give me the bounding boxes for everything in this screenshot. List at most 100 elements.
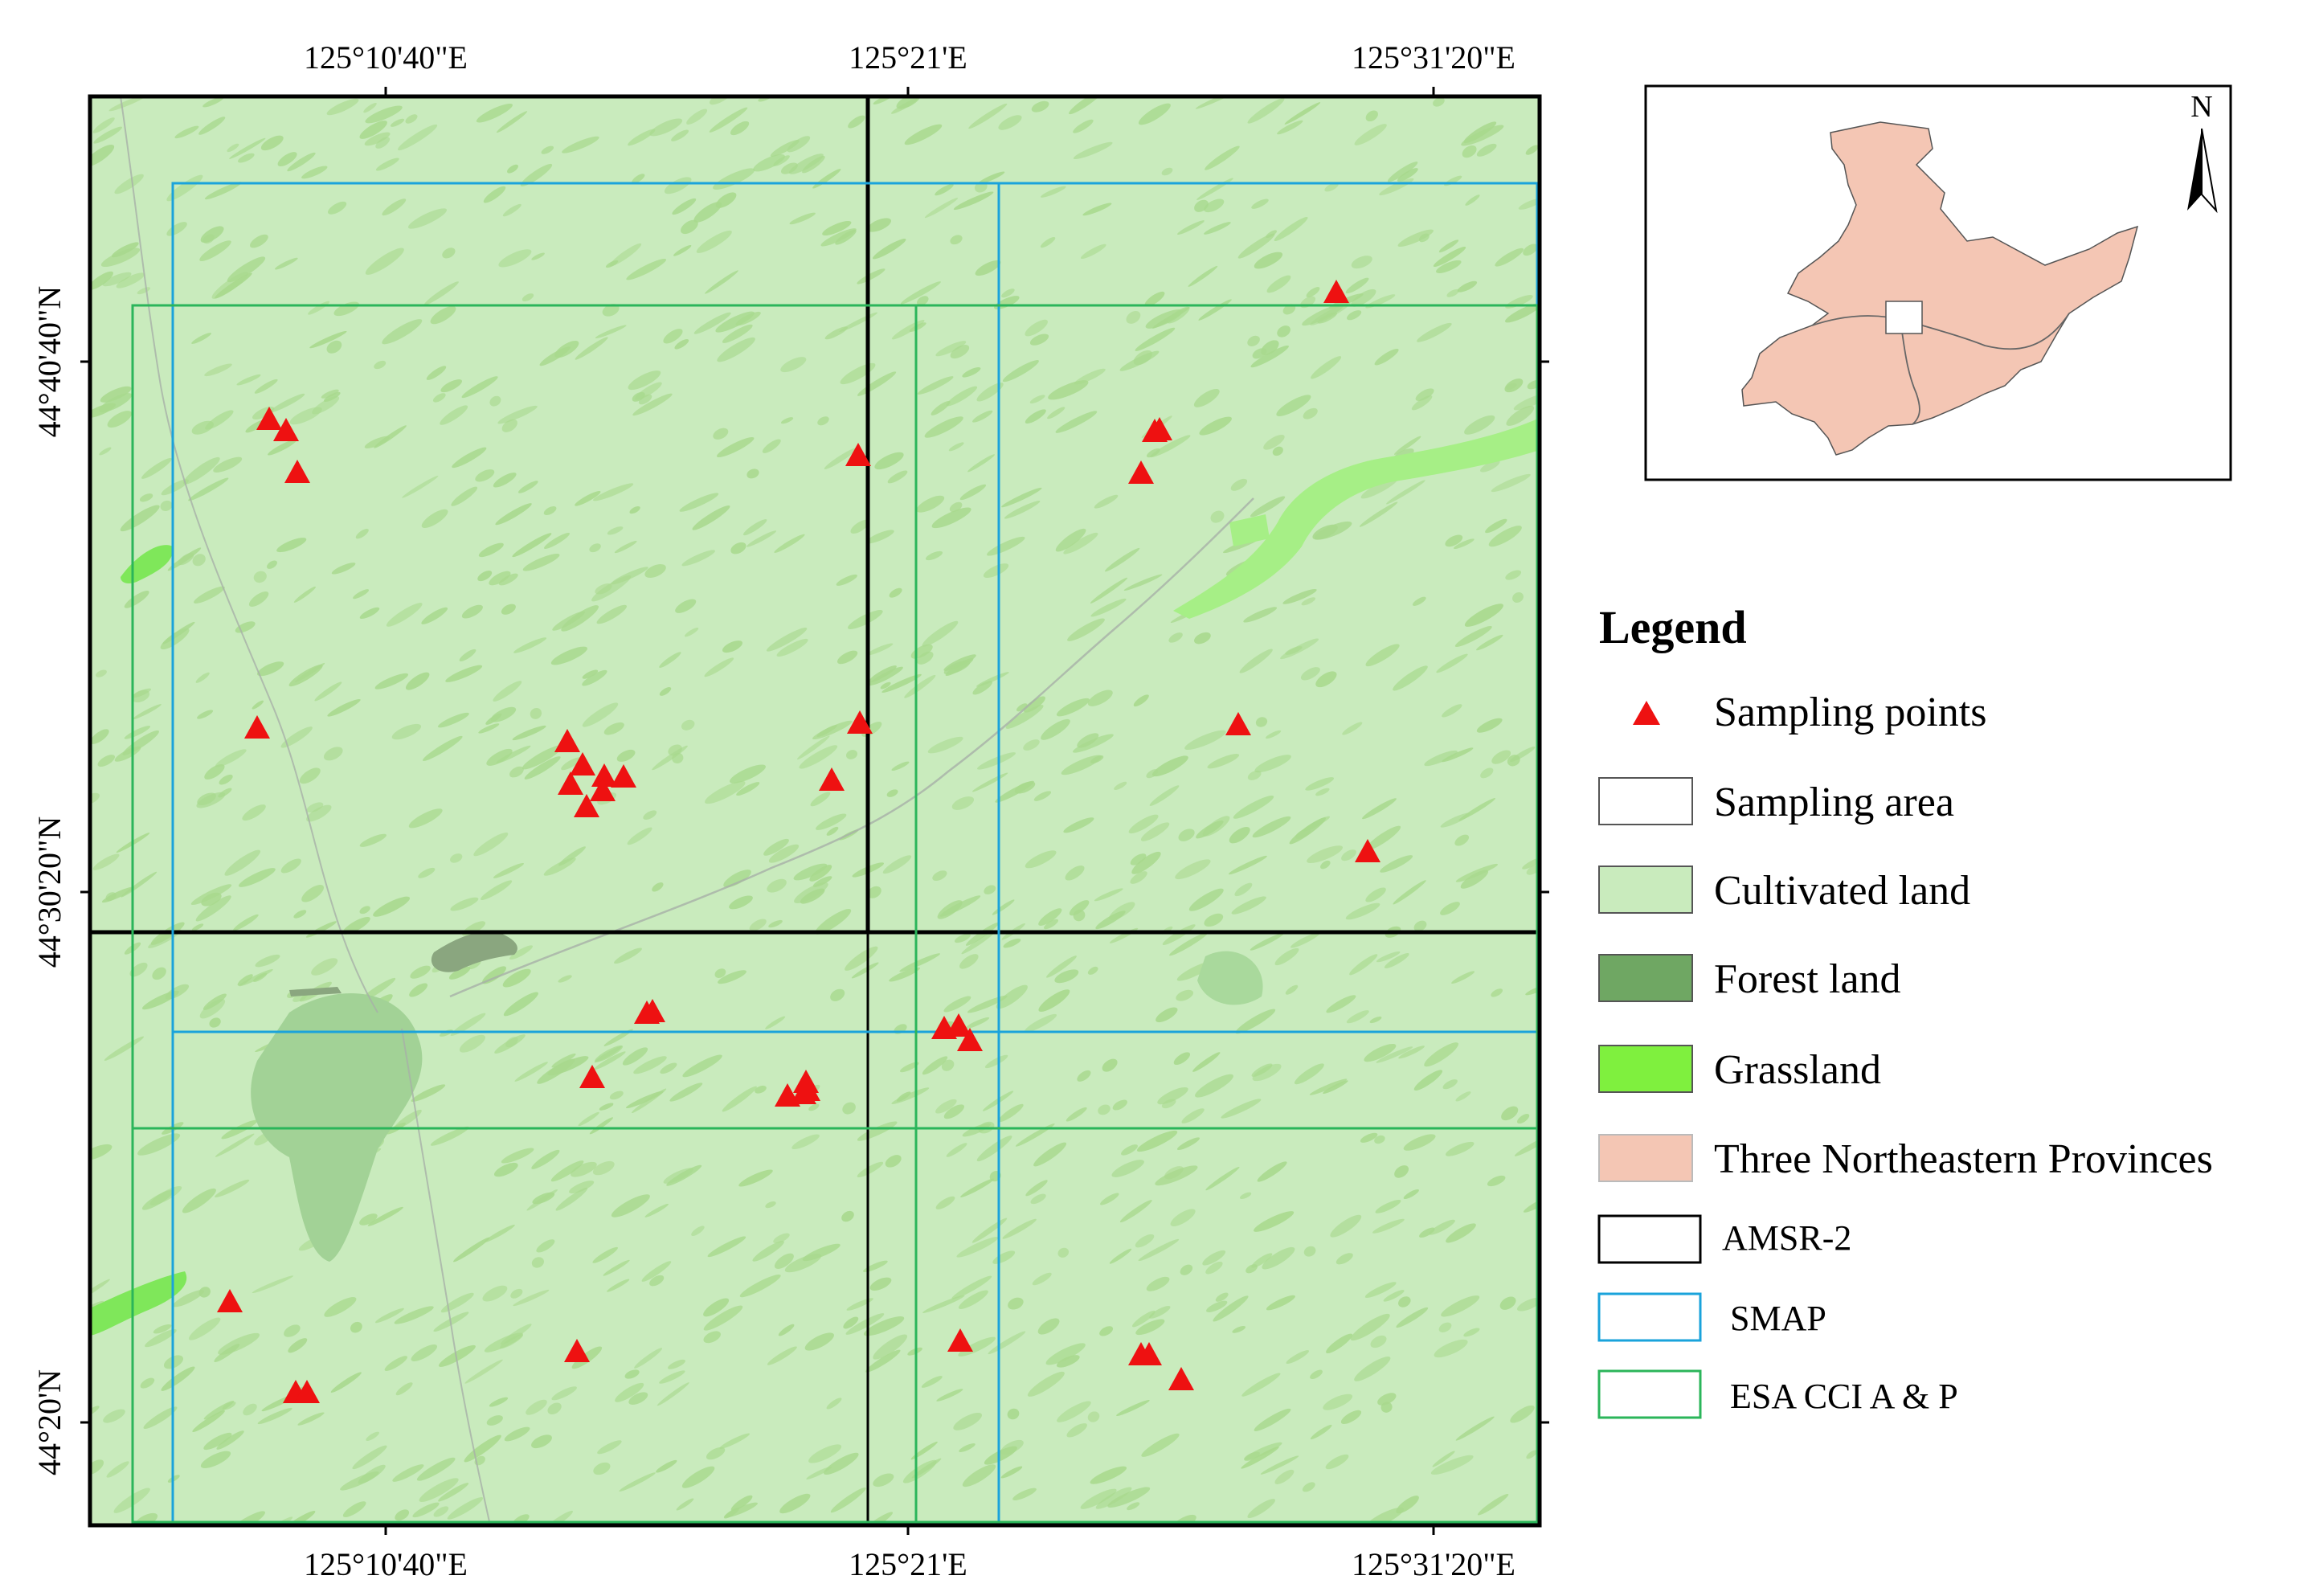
- field-patch: [614, 541, 637, 554]
- field-patch: [211, 272, 249, 299]
- field-patch: [1419, 1227, 1435, 1238]
- field-patch: [692, 505, 730, 530]
- field-patch: [1228, 855, 1267, 875]
- field-patch: [1128, 814, 1159, 834]
- field-patch: [314, 681, 342, 702]
- province-boundary: [1811, 313, 2070, 350]
- field-patch: [97, 755, 116, 767]
- field-patch: [927, 736, 963, 754]
- sampling-point-marker: [640, 999, 665, 1022]
- field-patch: [951, 1275, 992, 1299]
- field-patch: [1004, 501, 1041, 519]
- field-patch: [976, 1136, 1012, 1162]
- field-patch: [248, 591, 269, 607]
- field-patch: [1213, 1295, 1249, 1322]
- field-patch: [675, 599, 697, 613]
- field-patch: [1231, 896, 1266, 915]
- field-patch: [896, 1091, 911, 1102]
- field-patch: [808, 1444, 842, 1463]
- field-patch: [1169, 931, 1209, 956]
- field-patch: [622, 1047, 648, 1066]
- field-patch: [129, 962, 148, 977]
- field-patch: [561, 757, 582, 771]
- grassland-river-core: [1229, 514, 1270, 546]
- field-patch: [900, 1062, 919, 1073]
- field-patch: [461, 376, 498, 399]
- field-patch: [1393, 436, 1421, 455]
- sampling-point-marker: [570, 752, 595, 775]
- field-patch: [1354, 124, 1387, 145]
- field-patch: [1438, 239, 1459, 253]
- field-patch: [822, 220, 852, 236]
- field-patch: [1491, 473, 1531, 493]
- sampling-point-marker: [256, 407, 282, 430]
- field-patch: [450, 1013, 486, 1036]
- field-patch: [359, 906, 370, 915]
- field-patch: [200, 1451, 231, 1468]
- field-patch: [531, 1149, 560, 1169]
- field-patch: [1272, 446, 1283, 456]
- field-patch: [679, 493, 719, 512]
- field-patch: [776, 638, 808, 657]
- field-patch: [224, 849, 261, 876]
- field-patch: [693, 202, 722, 223]
- field-patch: [1315, 788, 1330, 796]
- field-patch: [512, 533, 552, 558]
- field-patch: [1364, 1043, 1397, 1062]
- field-patch: [99, 393, 133, 413]
- field-patch: [421, 509, 448, 529]
- field-patch: [229, 137, 266, 159]
- field-patch: [722, 1086, 757, 1112]
- field-patch: [426, 366, 447, 380]
- field-patch: [1310, 1424, 1332, 1440]
- field-patch: [547, 1402, 562, 1414]
- field-patch: [1180, 1264, 1193, 1275]
- field-patch: [1419, 233, 1430, 243]
- field-patch: [195, 672, 210, 683]
- field-patch: [562, 136, 599, 153]
- field-patch: [946, 386, 978, 407]
- field-patch: [102, 272, 132, 287]
- field-patch: [1087, 1411, 1100, 1422]
- field-patch: [90, 1279, 110, 1303]
- field-patch: [582, 669, 599, 679]
- field-patch: [459, 1034, 485, 1053]
- field-patch: [1090, 1466, 1127, 1484]
- field-patch: [931, 507, 971, 529]
- field-patch: [1301, 597, 1316, 606]
- field-patch: [100, 386, 132, 403]
- field-patch: [1099, 1326, 1114, 1336]
- field-patch: [1250, 932, 1284, 951]
- field-patch: [900, 281, 941, 305]
- field-patch: [489, 571, 511, 586]
- field-patch: [526, 1189, 558, 1211]
- field-patch: [954, 933, 971, 943]
- field-patch: [276, 538, 307, 553]
- field-patch: [638, 394, 652, 405]
- sampling-point-marker: [273, 418, 299, 441]
- field-patch: [141, 457, 172, 479]
- field-patch: [672, 198, 697, 215]
- legend-item-three-northeastern-provinces: Three Northeastern Provinces: [1598, 1134, 2213, 1182]
- field-patch: [131, 688, 152, 698]
- field-patch: [423, 735, 463, 761]
- field-patch: [197, 792, 216, 806]
- field-patch: [1349, 954, 1378, 976]
- field-patch: [1054, 969, 1079, 984]
- field-patch: [1504, 379, 1524, 393]
- field-patch: [943, 1104, 965, 1119]
- field-patch: [419, 1478, 459, 1502]
- field-patch: [195, 895, 231, 922]
- field-patch: [512, 725, 546, 741]
- field-patch: [1044, 919, 1058, 930]
- field-patch: [342, 1501, 366, 1517]
- field-patch: [704, 657, 734, 677]
- field-patch: [865, 1349, 901, 1373]
- field-patch: [629, 506, 640, 514]
- field-patch: [1442, 747, 1474, 763]
- field-patch: [483, 186, 506, 203]
- field-patch: [165, 984, 190, 1000]
- field-patch: [173, 1289, 205, 1307]
- field-patch: [652, 882, 664, 892]
- sampling-point-marker: [611, 764, 636, 788]
